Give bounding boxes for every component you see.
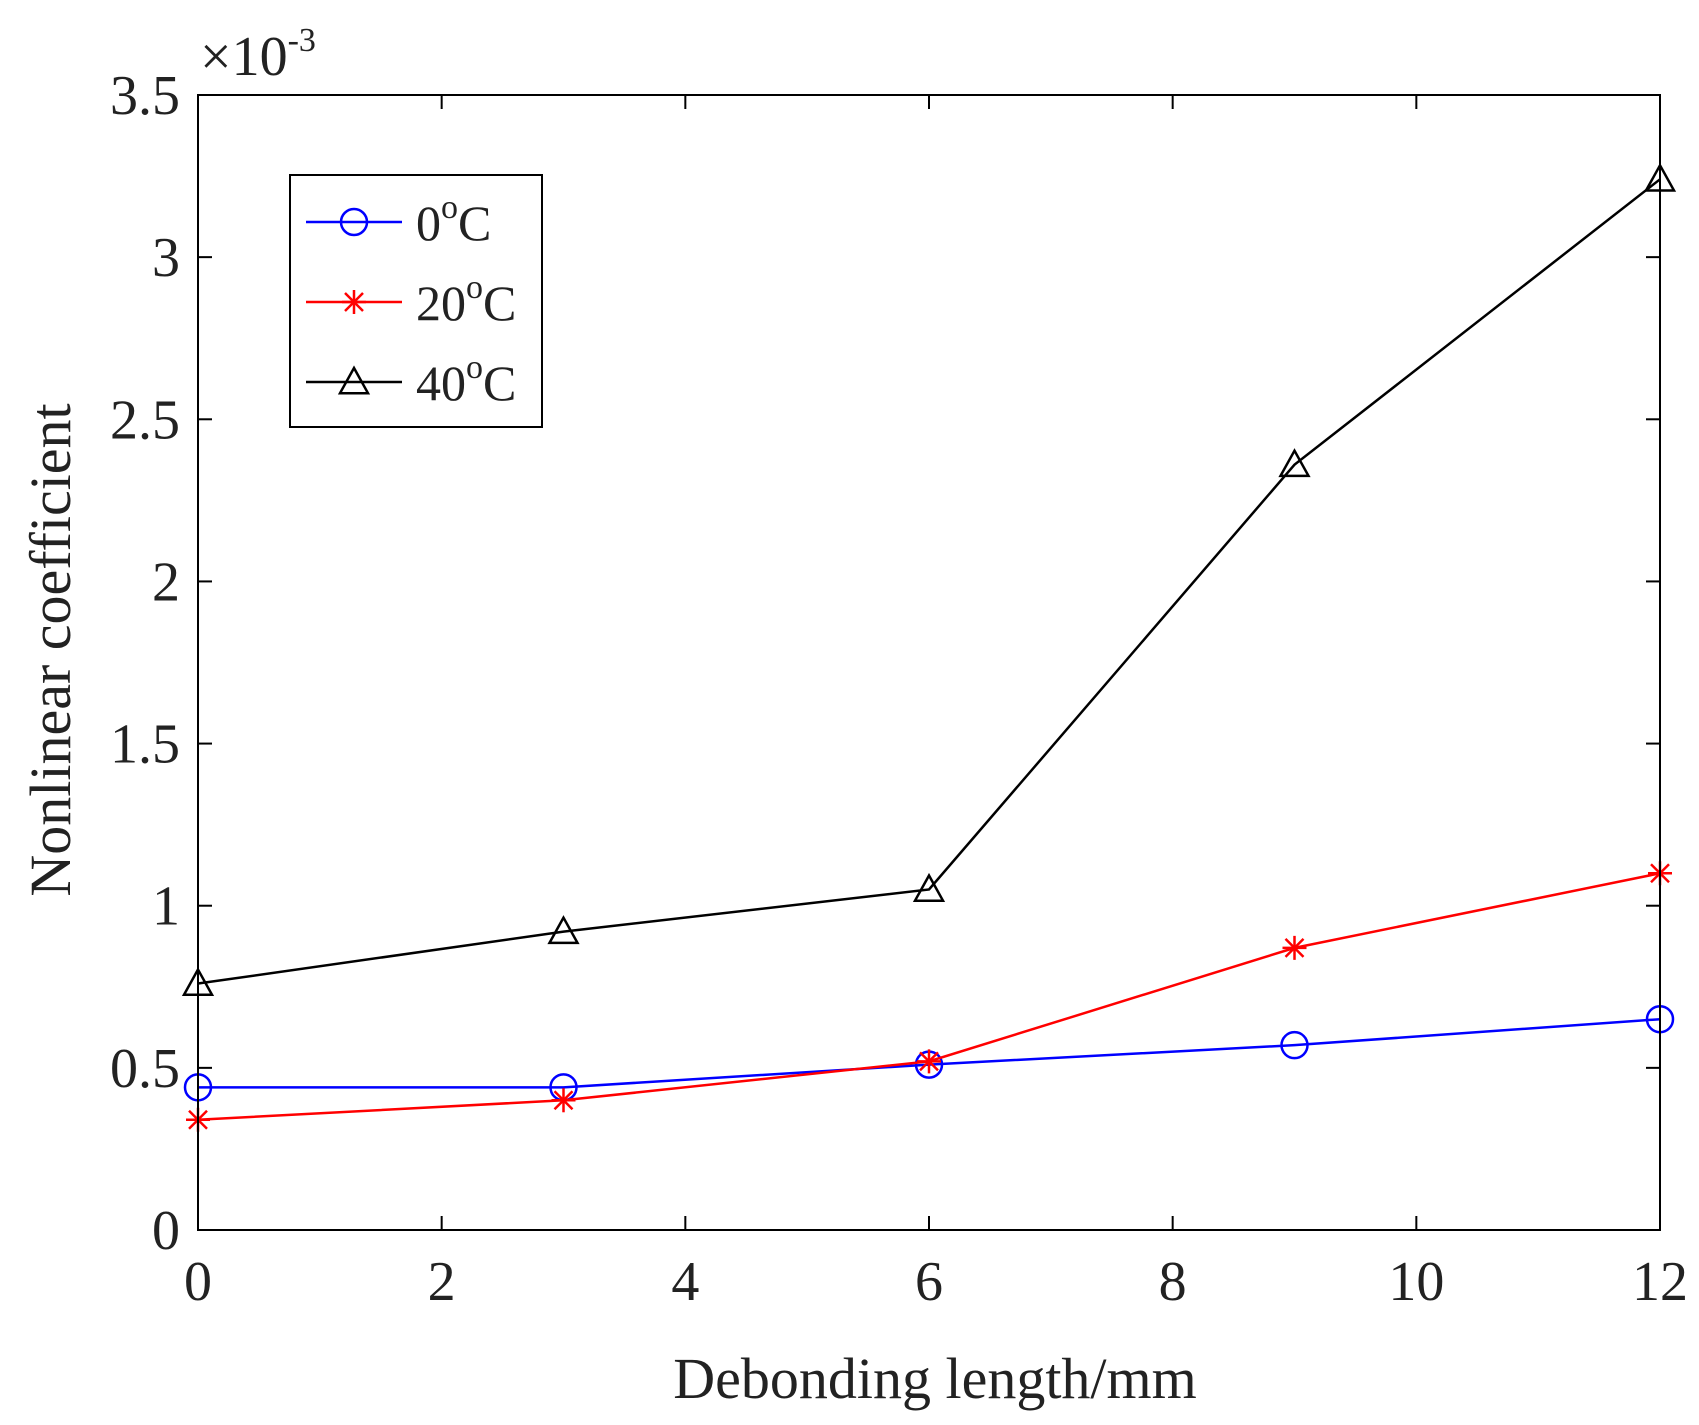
series-line [197, 872, 1661, 1121]
star-stroke [344, 292, 364, 312]
x-tick-label: 6 [915, 1251, 943, 1313]
legend-label-tail: C [458, 195, 491, 251]
data-point-marker [551, 1088, 576, 1113]
x-tick-label: 8 [1159, 1251, 1187, 1313]
axes-layer: 0 2 4 6 8 10 12 0 0.5 1 1.5 2 2.5 3 3.5 [110, 65, 1688, 1313]
y-tick-label: 1 [152, 876, 180, 938]
legend-label-tail: C [483, 355, 516, 411]
y-tick-label: 3 [152, 227, 180, 289]
data-point-marker [912, 872, 946, 902]
legend-label: 40oC [416, 349, 516, 411]
legend-label-base: 0 [416, 195, 441, 251]
x-tick-label: 0 [184, 1251, 212, 1313]
y-axis-title: Nonlinear coefficient [18, 403, 83, 896]
star-stroke [919, 1051, 939, 1072]
x-axis-title: Debonding length/mm [673, 1346, 1197, 1411]
legend-label-base: 20 [416, 275, 466, 331]
legend-label-sup: o [466, 269, 483, 306]
star-stroke [1284, 937, 1305, 958]
legend-label-tail: C [483, 275, 516, 331]
series-line [197, 178, 1661, 985]
legend-item: 0oC [306, 189, 491, 251]
legend-label: 20oC [416, 269, 516, 331]
y-tick-label: 0.5 [110, 1038, 180, 1100]
legend-label-sup: o [441, 189, 458, 226]
data-point-marker [1280, 1030, 1309, 1060]
legend-item: 20oC [306, 269, 516, 331]
legend-label: 0oC [416, 189, 491, 251]
y-tick-label: 1.5 [110, 714, 180, 776]
legend-item: 40oC [306, 349, 516, 411]
x-tick-label: 2 [428, 1251, 456, 1313]
legend-label-sup: o [466, 349, 483, 386]
data-point-marker [1278, 448, 1311, 478]
data-point-marker [1282, 935, 1307, 960]
x-tick-label: 4 [671, 1251, 699, 1313]
data-point-marker [917, 1049, 941, 1074]
y-tick-label: 2.5 [110, 389, 180, 451]
y-tick-label: 0 [152, 1200, 180, 1262]
x-tick-label: 12 [1632, 1251, 1688, 1313]
y-tick-label: 2 [152, 551, 180, 613]
y-axis-exponent-label: ×10-3 [200, 22, 316, 88]
data-point-marker [547, 915, 580, 945]
legend-marker [342, 290, 366, 314]
y-tick-label: 3.5 [110, 65, 180, 127]
star-stroke [553, 1090, 574, 1111]
legend-marker [337, 365, 371, 395]
x-tick-label: 10 [1388, 1251, 1444, 1313]
legend-label-base: 40 [416, 355, 466, 411]
legend-marker [339, 207, 369, 237]
